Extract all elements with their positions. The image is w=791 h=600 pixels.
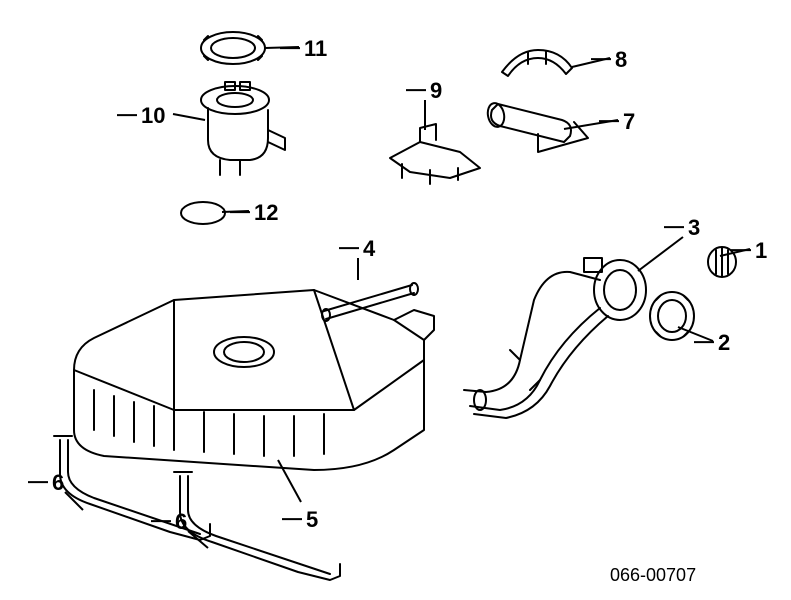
callout-4: 4 [363,236,375,262]
part-7-fuel-pump [478,90,598,160]
callout-5: 5 [306,507,318,533]
part-11-lock-ring [198,26,268,70]
callout-9: 9 [430,78,442,104]
part-3-filler-neck [450,250,680,450]
part-12-gasket [178,198,228,228]
callout-12: 12 [254,200,278,226]
callout-7: 7 [623,109,635,135]
part-10-sending-unit [190,80,290,180]
callout-8: 8 [615,47,627,73]
part-9-bracket-holder [380,118,490,188]
drawing-part-number: 066-00707 [610,565,696,586]
callout-6: 6 [175,509,187,535]
callout-6: 6 [52,470,64,496]
callout-1: 1 [755,238,767,264]
diagram-canvas: 1234566789101112 066-00707 [0,0,791,600]
callout-10: 10 [141,103,165,129]
part-1-fuel-cap [704,244,740,280]
callout-3: 3 [688,215,700,241]
part-6-strap-b [170,456,350,590]
part-8-bracket [498,44,576,80]
callout-2: 2 [718,330,730,356]
part-2-protector [646,288,698,344]
callout-11: 11 [304,36,327,62]
